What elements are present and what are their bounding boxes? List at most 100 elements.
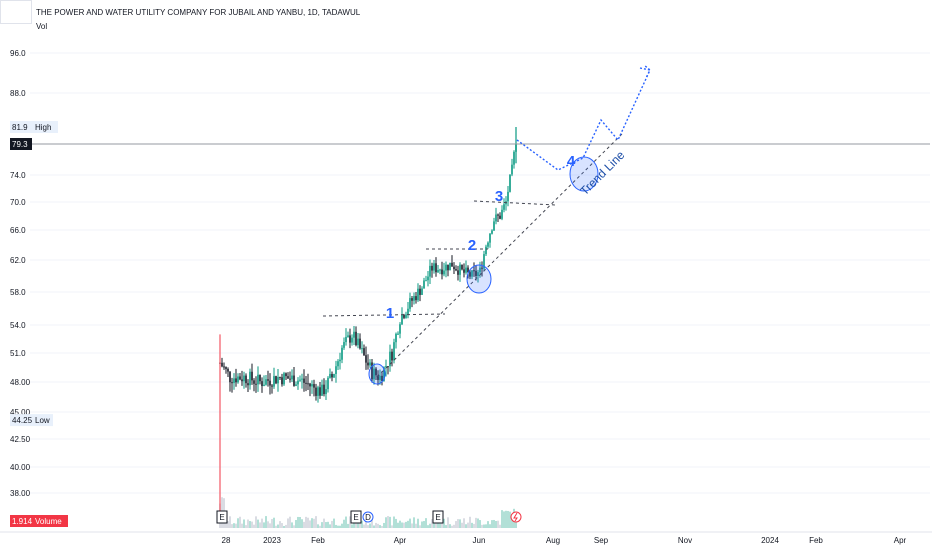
y-tick-label: 66.0 bbox=[10, 226, 26, 235]
candle-body bbox=[295, 384, 297, 386]
volume-bar bbox=[287, 518, 289, 528]
volume-bar bbox=[337, 525, 339, 528]
volume-bar bbox=[261, 518, 263, 528]
candle-body bbox=[485, 246, 487, 255]
candle-body bbox=[483, 254, 485, 269]
candle-body bbox=[345, 336, 347, 343]
candle-body bbox=[275, 376, 277, 384]
volume-bar bbox=[377, 523, 379, 528]
candle-body bbox=[355, 331, 357, 346]
volume-bar bbox=[503, 511, 505, 528]
volume-bar bbox=[243, 519, 245, 528]
y-tick-label: 54.0 bbox=[10, 321, 26, 330]
candle-body bbox=[403, 315, 405, 318]
volume-bar bbox=[409, 518, 411, 528]
candle-body bbox=[243, 375, 245, 382]
volume-bar bbox=[395, 518, 397, 528]
volume-bar bbox=[281, 523, 283, 528]
y-tick-label: 48.00 bbox=[10, 378, 31, 387]
candle-body bbox=[425, 280, 427, 282]
volume-bar bbox=[429, 523, 431, 528]
volume-bar bbox=[437, 521, 439, 528]
candle-body bbox=[265, 379, 267, 385]
candle-body bbox=[251, 371, 253, 381]
chart-title: THE POWER AND WATER UTILITY COMPANY FOR … bbox=[36, 8, 361, 17]
volume-bar bbox=[385, 517, 387, 528]
volume-bar bbox=[383, 522, 385, 528]
volume-bar bbox=[309, 520, 311, 528]
volume-bar bbox=[463, 518, 465, 528]
price-badge bbox=[10, 515, 32, 527]
candle-body bbox=[375, 368, 377, 376]
volume-bar bbox=[305, 516, 307, 528]
volume-bar bbox=[417, 518, 419, 528]
price-badge-value: 79.3 bbox=[12, 140, 28, 149]
price-axis: 96.0 88.0 74.0 70.0 66.0 62.0 58.0 54.0 51.0 48.0… bbox=[10, 49, 31, 498]
volume-bar bbox=[273, 517, 275, 528]
chart-settings-box[interactable] bbox=[0, 0, 32, 24]
candle-body bbox=[269, 380, 271, 386]
candle-body bbox=[491, 230, 493, 234]
volume-bar bbox=[311, 518, 313, 528]
candle-body bbox=[451, 262, 453, 267]
touch-circle-2 bbox=[466, 264, 492, 294]
candle-body bbox=[239, 376, 241, 380]
volume-bar bbox=[245, 525, 247, 528]
wave-label-2: 2 bbox=[468, 237, 476, 254]
candle-body bbox=[465, 267, 467, 273]
candle-body bbox=[497, 214, 499, 216]
volume-bar bbox=[393, 516, 395, 528]
volume-bar bbox=[425, 518, 427, 528]
y-tick-label: 74.0 bbox=[10, 171, 26, 180]
volume-bar bbox=[485, 524, 487, 528]
candle-body bbox=[301, 378, 303, 380]
x-tick-label: 28 bbox=[222, 536, 231, 545]
price-badge bbox=[10, 138, 32, 150]
candle-body bbox=[435, 263, 437, 273]
volume-bar bbox=[411, 523, 413, 528]
volume-bar bbox=[423, 521, 425, 528]
candle-body bbox=[423, 280, 425, 289]
y-tick-label: 40.00 bbox=[10, 463, 31, 472]
candle-body bbox=[359, 338, 361, 349]
volume-bar bbox=[315, 516, 317, 528]
candle-body bbox=[419, 288, 421, 295]
candle-body bbox=[221, 362, 223, 367]
projection-arrow bbox=[639, 67, 652, 79]
volume-bar bbox=[479, 520, 481, 528]
candle-body bbox=[343, 342, 345, 348]
candle-body bbox=[287, 376, 289, 379]
candle-body bbox=[315, 387, 317, 396]
candle-body bbox=[233, 378, 235, 384]
volume-bar bbox=[349, 516, 351, 528]
volume-bar bbox=[403, 522, 405, 528]
volume-bar bbox=[295, 519, 297, 528]
x-tick-label: Apr bbox=[894, 536, 907, 545]
candle-body bbox=[507, 191, 509, 202]
volume-bar bbox=[369, 523, 371, 528]
volume-bar bbox=[477, 518, 479, 528]
y-tick-label: 88.0 bbox=[10, 89, 26, 98]
candle-body bbox=[223, 366, 225, 368]
volume-bar bbox=[375, 522, 377, 528]
volume-bar bbox=[489, 524, 491, 528]
x-tick-label: Jun bbox=[473, 536, 486, 545]
price-badge-label: High bbox=[35, 123, 51, 132]
candle-body bbox=[299, 379, 301, 381]
candle-body bbox=[323, 384, 325, 395]
volume-bar bbox=[497, 520, 499, 528]
volume-bar bbox=[457, 519, 459, 528]
volume-bar bbox=[443, 518, 445, 528]
volume-bar bbox=[373, 525, 375, 528]
volume-bar bbox=[269, 523, 271, 528]
candle-body bbox=[417, 288, 419, 301]
volume-bar bbox=[225, 523, 227, 528]
candle-body bbox=[271, 385, 273, 387]
candle-body bbox=[495, 214, 497, 222]
candle-body bbox=[383, 367, 385, 381]
candle-body bbox=[357, 338, 359, 346]
volume-bar bbox=[505, 510, 507, 528]
price-badge-value: 44.25 bbox=[12, 416, 33, 425]
volume-bar bbox=[327, 521, 329, 528]
